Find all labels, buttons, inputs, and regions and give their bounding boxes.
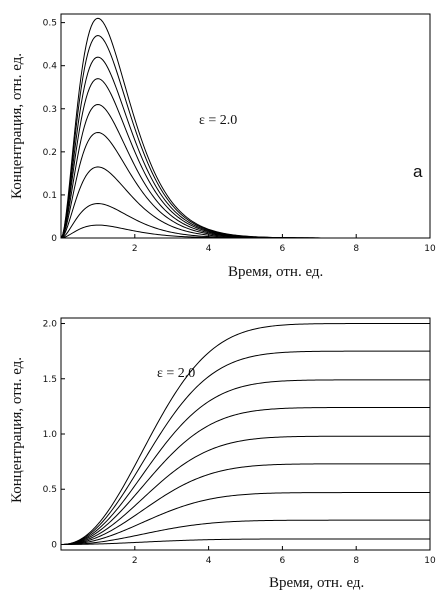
panel-b-series-line bbox=[60, 350, 430, 545]
panel-b-xtick-label: 4 bbox=[206, 556, 212, 566]
panel-b-xtick-label: 10 bbox=[424, 556, 436, 566]
panel-a-xtick-label: 8 bbox=[353, 244, 359, 254]
panel-b-series-line bbox=[60, 406, 430, 545]
panel-b-curves bbox=[60, 323, 430, 545]
panel-a-series-line bbox=[60, 35, 430, 239]
panel-a-xtick-label: 10 bbox=[424, 244, 436, 254]
panel-b-ylabel: Концентрация, отн. ед. bbox=[9, 357, 25, 503]
panel-a-curves bbox=[60, 17, 430, 239]
panel-a-letter: a bbox=[413, 162, 423, 181]
panel-b-xtick-label: 2 bbox=[132, 556, 138, 566]
panel-a: Концентрация, отн. ед. Время, отн. ед. ε… bbox=[9, 13, 436, 280]
panel-b-xtick-label: 6 bbox=[280, 556, 286, 566]
panel-a-ytick-label: 0.3 bbox=[43, 105, 57, 115]
panel-b-xtick-label: 8 bbox=[353, 556, 359, 566]
panel-a-ytick-label: 0.1 bbox=[43, 191, 57, 201]
panel-a-ytick-label: 0.2 bbox=[43, 148, 57, 158]
panel-a-series-line bbox=[60, 103, 430, 239]
panel-b-ticks: 2 4 6 8 10 0 0.5 1.0 1.5 2.0 bbox=[43, 320, 436, 566]
panel-a-series-line bbox=[60, 131, 430, 239]
panel-a-ytick-label: 0.4 bbox=[43, 62, 58, 72]
panel-b-series-line bbox=[60, 379, 430, 545]
panel-b-ytick-label: 0 bbox=[51, 540, 57, 550]
panel-a-frame bbox=[60, 13, 431, 239]
panel-b-ytick-label: 0.5 bbox=[43, 485, 57, 495]
panel-a-series-line bbox=[60, 56, 430, 239]
panel-a-series-line bbox=[60, 203, 430, 239]
panel-b-ytick-label: 1.0 bbox=[43, 430, 58, 440]
panel-b-ytick-label: 1.5 bbox=[43, 375, 57, 385]
panel-a-ytick-label: 0 bbox=[51, 234, 57, 244]
panel-a-ytick-label: 0.5 bbox=[43, 19, 57, 29]
panel-a-series-line bbox=[60, 78, 430, 239]
panel-b-series-line bbox=[60, 323, 430, 545]
panel-a-ylabel: Концентрация, отн. ед. bbox=[9, 53, 25, 199]
panel-a-xtick-label: 6 bbox=[280, 244, 286, 254]
panel-a-xtick-label: 2 bbox=[132, 244, 138, 254]
panel-a-series-line bbox=[60, 17, 430, 239]
panel-b-series-line bbox=[60, 435, 430, 545]
panel-b-series-line bbox=[60, 492, 430, 545]
panel-b-xlabel: Время, отн. ед. bbox=[269, 575, 364, 591]
panel-a-ticks: 2 4 6 8 10 0 0.1 0.2 0.3 0.4 0.5 bbox=[43, 19, 436, 254]
panel-b-ytick-label: 2.0 bbox=[43, 320, 58, 330]
panel-a-xtick-label: 4 bbox=[206, 244, 212, 254]
panel-b-series-line bbox=[60, 519, 430, 545]
panel-a-xlabel: Время, отн. ед. bbox=[228, 264, 323, 280]
panel-a-annotation: ε = 2.0 bbox=[199, 113, 237, 128]
panel-b: Концентрация, отн. ед. Время, отн. ед. ε… bbox=[9, 317, 436, 591]
panel-b-series-line bbox=[61, 538, 430, 545]
panel-b-series-line bbox=[60, 463, 430, 545]
